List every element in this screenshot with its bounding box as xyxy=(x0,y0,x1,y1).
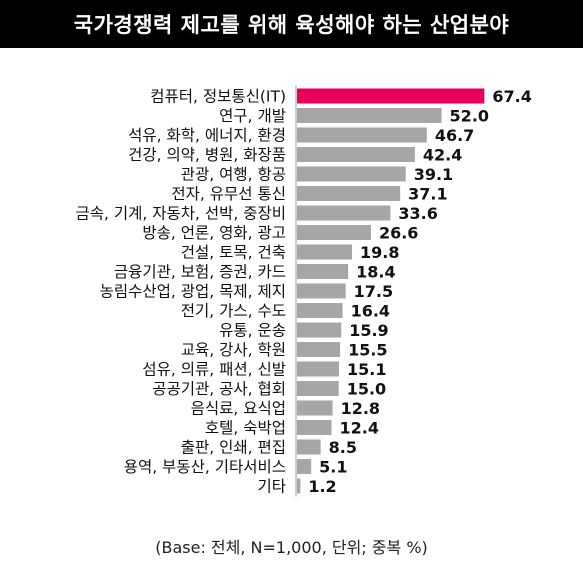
category-label: 음식료, 요식업 xyxy=(191,400,286,418)
category-label: 공공기관, 공사, 협회 xyxy=(152,380,286,398)
category-label: 호텔, 숙박업 xyxy=(205,419,286,437)
value-label: 15.9 xyxy=(349,321,388,340)
value-label: 46.7 xyxy=(435,126,474,145)
value-label: 15.1 xyxy=(347,360,386,379)
value-label: 26.6 xyxy=(379,224,418,243)
category-label: 건설, 토목, 건축 xyxy=(181,244,286,262)
title-bar: 국가경쟁력 제고를 위해 육성해야 하는 산업분야 xyxy=(0,0,583,48)
bar xyxy=(297,303,343,318)
value-label: 37.1 xyxy=(408,185,447,204)
value-label: 12.8 xyxy=(341,399,380,418)
category-label: 연구, 개발 xyxy=(219,107,286,125)
category-label: 전자, 유무선 통신 xyxy=(171,185,286,203)
value-label: 19.8 xyxy=(360,243,399,262)
category-label: 건강, 의약, 병원, 화장품 xyxy=(128,146,286,164)
value-label: 8.5 xyxy=(329,438,357,457)
value-label: 16.4 xyxy=(351,302,390,321)
value-label: 18.4 xyxy=(356,263,395,282)
category-label: 용역, 부동산, 기타서비스 xyxy=(124,458,286,476)
category-label: 방송, 언론, 영화, 광고 xyxy=(142,224,286,242)
category-label: 금속, 기계, 자동차, 선박, 중장비 xyxy=(75,205,286,223)
category-label: 컴퓨터, 정보통신(IT) xyxy=(150,88,286,106)
bar xyxy=(297,361,339,377)
category-label: 석유, 화학, 에너지, 환경 xyxy=(128,127,286,145)
bar xyxy=(297,205,391,221)
value-label: 12.4 xyxy=(339,419,378,438)
category-label: 섬유, 의류, 패션, 신발 xyxy=(142,361,286,379)
value-label: 5.1 xyxy=(319,458,347,477)
value-label: 15.0 xyxy=(347,380,386,399)
category-label: 농림수산업, 광업, 목제, 제지 xyxy=(100,283,286,301)
chart-title: 국가경쟁력 제고를 위해 육성해야 하는 산업분야 xyxy=(73,13,510,37)
value-label: 52.0 xyxy=(450,107,489,126)
bar xyxy=(297,244,353,260)
value-label: 33.6 xyxy=(398,204,437,223)
value-label: 67.4 xyxy=(492,87,531,106)
bar xyxy=(297,420,332,435)
value-label: 17.5 xyxy=(354,282,393,301)
bar xyxy=(297,283,346,299)
bar xyxy=(297,381,339,396)
category-label: 교육, 강사, 학원 xyxy=(181,341,286,359)
bar xyxy=(297,478,301,494)
bar xyxy=(297,108,442,123)
bar xyxy=(297,166,406,182)
category-label: 금융기관, 보험, 증권, 카드 xyxy=(114,263,286,281)
bar xyxy=(297,342,341,357)
bar xyxy=(297,127,427,143)
bar xyxy=(297,264,349,279)
category-label: 관광, 여행, 항공 xyxy=(181,166,286,184)
bar xyxy=(297,459,312,474)
bar xyxy=(297,322,342,338)
bar xyxy=(297,400,333,416)
category-label: 유통, 운송 xyxy=(219,322,286,340)
value-label: 1.2 xyxy=(308,477,336,496)
value-label: 42.4 xyxy=(423,146,462,165)
bar xyxy=(297,439,321,455)
bar xyxy=(297,147,415,162)
chart-footnote: (Base: 전체, N=1,000, 단위; 중복 %) xyxy=(155,538,428,557)
bar xyxy=(297,186,401,201)
bar xyxy=(297,225,371,240)
category-label: 전기, 가스, 수도 xyxy=(181,302,286,320)
value-label: 39.1 xyxy=(414,165,453,184)
category-label: 출판, 인쇄, 편집 xyxy=(181,439,286,457)
category-label: 기타 xyxy=(257,478,286,496)
highlight-bar xyxy=(297,88,485,104)
value-label: 15.5 xyxy=(348,341,387,360)
